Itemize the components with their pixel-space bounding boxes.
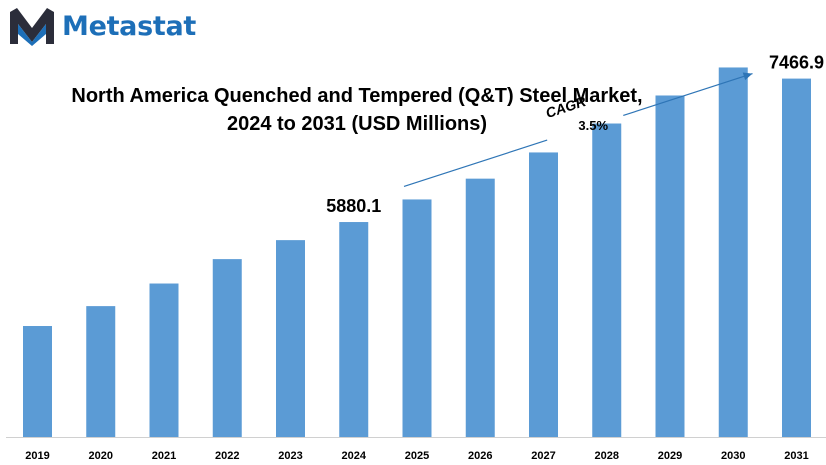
cagr-arrow-head [742, 72, 753, 81]
cagr-arrow-line-right [623, 73, 753, 117]
x-tick-label-2021: 2021 [152, 450, 176, 462]
bar-group [23, 67, 811, 438]
bar-2023 [276, 240, 305, 437]
x-tick-label-2019: 2019 [25, 450, 49, 462]
x-tick-label-2023: 2023 [278, 450, 302, 462]
brand-logo: Metastat [8, 6, 196, 46]
x-axis-tick-labels: 2019 2020 2021 2022 2023 2024 2025 2026 2027 2028… [25, 450, 808, 462]
bar-2028 [592, 123, 622, 438]
x-tick-label-2026: 2026 [468, 450, 492, 462]
bar-2027 [529, 152, 558, 437]
bar-2030 [718, 67, 748, 438]
bar-2019 [23, 326, 52, 437]
bar-2029 [655, 95, 685, 437]
x-tick-label-2020: 2020 [89, 450, 113, 462]
x-tick-label-2022: 2022 [215, 450, 239, 462]
x-tick-label-2029: 2029 [658, 450, 682, 462]
brand-name: Metastat [62, 10, 197, 42]
x-tick-label-2027: 2027 [531, 450, 555, 462]
bar-2022 [212, 259, 242, 437]
bar-2020 [86, 306, 116, 437]
chart-title-line-1: North America Quenched and Tempered (Q&T… [71, 85, 643, 107]
bar-2026 [465, 178, 495, 437]
cagr-value: 3.5% [578, 118, 608, 133]
chart-title-line-2: 2024 to 2031 (USD Millions) [226, 113, 488, 135]
cagr-arrow-line-left [403, 139, 548, 188]
x-tick-label-2030: 2030 [721, 450, 745, 462]
chart-title: North America Quenched and Tempered (Q&T… [0, 82, 714, 138]
bar-2021 [149, 283, 179, 437]
cagr-label: CAGR [544, 93, 589, 121]
data-label-2031: 7466.9 [769, 53, 824, 73]
x-tick-label-2031: 2031 [784, 450, 808, 462]
bar-2024 [339, 222, 369, 437]
metastat-m-logo-icon [10, 8, 54, 46]
x-tick-label-2025: 2025 [405, 450, 429, 462]
data-label-2024: 5880.1 [326, 196, 381, 216]
bar-2031 [782, 78, 811, 438]
data-labels: 5880.1 7466.9 [326, 53, 824, 216]
x-tick-label-2024: 2024 [342, 450, 367, 462]
bar-2025 [402, 199, 432, 437]
x-tick-label-2028: 2028 [595, 450, 619, 462]
